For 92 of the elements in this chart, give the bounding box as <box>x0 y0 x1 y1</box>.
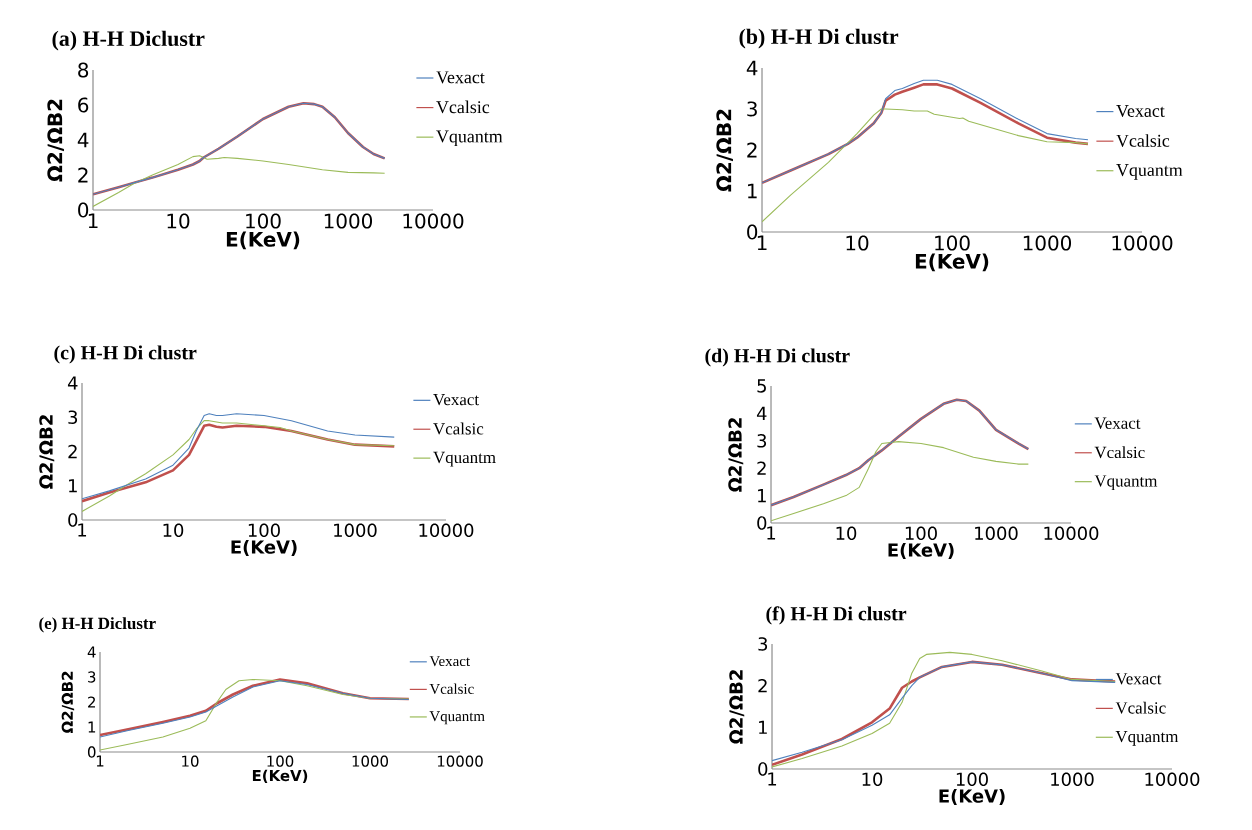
y-tick-label: 5 <box>757 379 766 393</box>
x-tick-label: 1000 <box>1051 772 1094 787</box>
chart-title: (f) H-H Di clustr <box>766 606 907 625</box>
legend-label: Vcalsic <box>433 422 484 435</box>
y-axis-title: Ω2/ΩB2 <box>47 99 64 182</box>
y-tick-label: 0 <box>757 516 767 530</box>
legend-label: Vquantm <box>429 711 485 725</box>
y-tick-label: 2 <box>78 167 88 183</box>
y-tick-label: 3 <box>758 637 768 651</box>
y-tick-label: 8 <box>78 62 89 78</box>
x-tick-label: 100 <box>956 772 988 787</box>
y-tick-label: 0 <box>758 762 768 776</box>
y-axis-title: Ω2/ΩB2 <box>729 670 745 744</box>
y-axis-title: Ω2/ΩB2 <box>716 109 733 192</box>
y-tick-label: 1 <box>88 721 96 733</box>
chart-title: (c) H-H Di clustr <box>54 345 197 364</box>
x-tick-label: 1000 <box>975 526 1018 541</box>
chart-title: (a) H-H Diclustr <box>52 30 205 51</box>
x-tick-label: 10000 <box>1112 235 1173 251</box>
legend-label: Vcalsic <box>436 100 490 114</box>
x-tick-label: 10000 <box>1145 772 1200 787</box>
legend-label: Vquantm <box>1116 164 1183 180</box>
chart-title: (e) H-H Diclustr <box>39 617 156 633</box>
x-axis-title: E(KeV) <box>252 769 308 783</box>
legend-label: Vquantm <box>1115 730 1179 746</box>
legend-label: Vquantm <box>436 130 503 147</box>
y-tick-label: 2 <box>758 679 767 693</box>
x-tick-label: 10 <box>862 772 883 787</box>
x-axis-title: E(KeV) <box>888 542 954 559</box>
y-tick-label: 4 <box>77 132 89 148</box>
y-tick-label: 1 <box>759 720 767 734</box>
x-tick-label: 100 <box>905 526 937 541</box>
x-tick-label: 1 <box>96 755 104 767</box>
chart-title: (b) H-H Di clustr <box>739 28 899 49</box>
legend-label: Vexact <box>429 656 470 667</box>
y-axis-title: Ω2/ΩB2 <box>61 671 75 734</box>
legend-label: Vcalsic <box>1116 134 1170 147</box>
y-tick-label: 2 <box>68 444 77 459</box>
y-tick-label: 4 <box>756 406 767 420</box>
x-tick-label: 1000 <box>1023 235 1072 251</box>
y-tick-label: 0 <box>68 513 78 527</box>
y-tick-label: 4 <box>67 376 78 390</box>
y-tick-label: 3 <box>747 101 757 117</box>
y-tick-label: 0 <box>747 224 758 240</box>
y-tick-label: 0 <box>78 202 89 218</box>
x-axis-title: E(KeV) <box>231 539 297 556</box>
x-tick-label: 10 <box>836 526 857 541</box>
y-tick-label: 1 <box>758 489 766 503</box>
x-tick-label: 1000 <box>324 213 373 229</box>
y-axis-title: Ω2/ΩB2 <box>39 415 55 489</box>
x-tick-label: 10 <box>163 523 184 538</box>
x-tick-label: 1000 <box>352 755 389 767</box>
y-tick-label: 6 <box>78 97 89 113</box>
x-tick-label: 10 <box>167 213 190 229</box>
x-tick-label: 1000 <box>334 523 377 538</box>
y-tick-label: 2 <box>747 142 757 158</box>
legend-label: Vcalsic <box>1115 701 1166 714</box>
legend-label: Vcalsic <box>429 683 474 695</box>
x-tick-label: 10000 <box>419 523 474 538</box>
y-tick-label: 1 <box>69 479 77 493</box>
x-tick-label: 100 <box>267 755 294 767</box>
y-tick-label: 2 <box>757 461 766 475</box>
x-axis-title: E(KeV) <box>939 788 1005 805</box>
y-tick-label: 0 <box>87 746 96 758</box>
legend-label: Vexact <box>436 71 485 84</box>
x-tick-label: 100 <box>935 235 970 251</box>
x-tick-label: 1 <box>768 772 777 786</box>
chart-title: (d) H-H Di clustr <box>705 348 850 367</box>
legend-label: Vexact <box>433 394 479 406</box>
x-tick-label: 10000 <box>437 755 483 767</box>
legend-label: Vquantm <box>1094 475 1158 491</box>
x-tick-label: 10 <box>846 235 869 251</box>
x-axis-title: E(KeV) <box>226 231 300 250</box>
x-tick-label: 10000 <box>403 213 464 229</box>
x-tick-label: 10 <box>182 755 199 767</box>
legend-label: Vquantm <box>433 451 496 467</box>
x-axis-title: E(KeV) <box>915 253 989 272</box>
y-axis-title: Ω2/ΩB2 <box>728 418 744 492</box>
legend-label: Vexact <box>1116 104 1165 117</box>
legend-label: Vcalsic <box>1094 446 1145 459</box>
legend-label: Vexact <box>1094 417 1141 429</box>
x-tick-label: 100 <box>246 213 281 229</box>
x-tick-label: 100 <box>248 523 280 538</box>
y-tick-label: 3 <box>68 410 78 425</box>
x-tick-label: 10000 <box>1044 526 1099 541</box>
y-tick-label: 3 <box>757 434 767 448</box>
y-tick-label: 4 <box>746 60 758 76</box>
y-tick-label: 4 <box>87 646 96 658</box>
y-tick-label: 3 <box>88 671 96 683</box>
y-tick-label: 1 <box>748 183 757 199</box>
y-tick-label: 2 <box>88 696 95 708</box>
legend-label: Vexact <box>1115 673 1162 685</box>
